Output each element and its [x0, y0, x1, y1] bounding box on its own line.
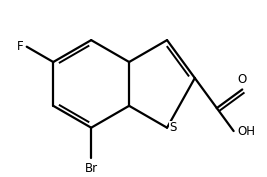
Text: OH: OH	[237, 125, 255, 138]
Text: S: S	[169, 121, 176, 134]
Text: F: F	[17, 40, 23, 53]
Text: Br: Br	[85, 162, 98, 175]
Text: O: O	[238, 73, 247, 86]
